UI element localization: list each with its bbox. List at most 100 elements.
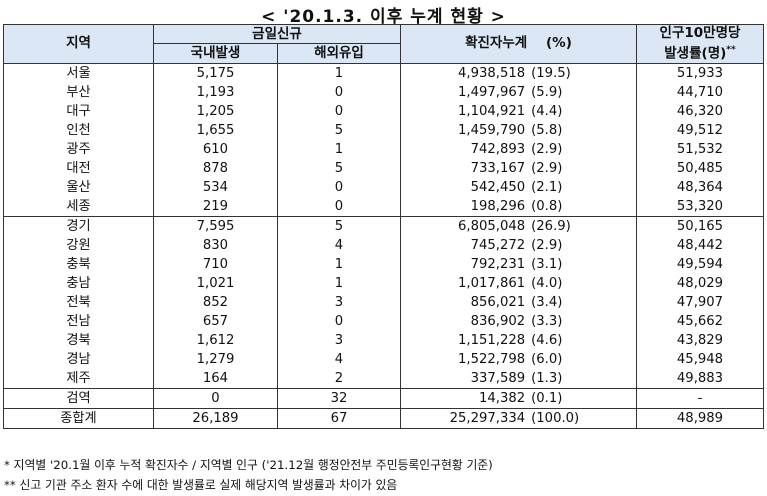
overseas-cell: 0 <box>277 177 401 197</box>
table-row: 서울 5,175 1 4,938,518 (19.5) 51,933 <box>3 62 764 83</box>
region-cell: 경남 <box>3 349 154 369</box>
region-cell: 전북 <box>3 292 154 312</box>
table-row: 울산 534 0 542,450 (2.1) 48,364 <box>3 177 764 197</box>
header-region: 지역 <box>3 24 154 64</box>
rate-cell: 48,364 <box>636 177 764 197</box>
header-per-100k-mark: ** <box>726 45 736 55</box>
region-cell: 충남 <box>3 273 154 293</box>
cumulative-cell: 1,151,228 (4.6) <box>400 330 637 350</box>
header-cumulative-label: 확진자누계 <box>465 35 528 52</box>
percent-value: (5.8) <box>531 122 563 138</box>
table-row: 대전 878 5 733,167 (2.9) 50,485 <box>3 158 764 178</box>
region-cell: 부산 <box>3 82 154 102</box>
overseas-cell: 4 <box>277 349 401 369</box>
percent-value: (26.9) <box>531 218 571 234</box>
domestic-cell: 1,193 <box>153 82 278 102</box>
cumulative-cell: 742,893 (2.9) <box>400 139 637 159</box>
domestic-cell: 1,612 <box>153 330 278 350</box>
rate-cell: 43,829 <box>636 330 764 350</box>
table-row: 경남 1,279 4 1,522,798 (6.0) 45,948 <box>3 349 764 369</box>
cumulative-cell: 733,167 (2.9) <box>400 158 637 178</box>
cumulative-cell: 6,805,048 (26.9) <box>400 215 637 236</box>
rate-cell: 51,933 <box>636 62 764 83</box>
cumulative-value: 1,522,798 <box>458 351 526 367</box>
page-title: < '20.1.3. 이후 누계 현황 > <box>261 7 506 27</box>
overseas-cell: 1 <box>277 62 401 83</box>
table-row: 종합계 26,189 67 25,297,334 (100.0) 48,989 <box>3 407 764 429</box>
overseas-cell: 5 <box>277 215 401 236</box>
cumulative-value: 198,296 <box>470 198 526 214</box>
overseas-cell: 0 <box>277 311 401 331</box>
header-domestic: 국내발생 <box>153 43 278 64</box>
cumulative-value: 1,104,921 <box>458 103 526 119</box>
cumulative-cell: 14,382 (0.1) <box>400 387 637 408</box>
overseas-cell: 2 <box>277 368 401 388</box>
percent-value: (5.9) <box>531 84 563 100</box>
region-cell: 광주 <box>3 139 154 159</box>
rate-cell: 45,662 <box>636 311 764 331</box>
percent-value: (2.9) <box>531 160 563 176</box>
domestic-cell: 7,595 <box>153 215 278 236</box>
rate-cell: - <box>636 387 764 408</box>
header-overseas: 해외유입 <box>277 43 401 64</box>
overseas-cell: 5 <box>277 158 401 178</box>
table-row: 전북 852 3 856,021 (3.4) 47,907 <box>3 292 764 312</box>
percent-value: (4.0) <box>531 275 563 291</box>
domestic-cell: 5,175 <box>153 62 278 83</box>
table-row: 전남 657 0 836,902 (3.3) 45,662 <box>3 311 764 331</box>
rate-cell: 49,883 <box>636 368 764 388</box>
percent-value: (19.5) <box>531 65 571 81</box>
domestic-cell: 830 <box>153 235 278 255</box>
percent-value: (1.3) <box>531 370 563 386</box>
region-cell: 종합계 <box>3 407 154 429</box>
rate-cell: 48,029 <box>636 273 764 293</box>
rate-cell: 50,485 <box>636 158 764 178</box>
cumulative-cell: 1,459,790 (5.8) <box>400 120 637 140</box>
domestic-cell: 26,189 <box>153 407 278 429</box>
region-cell: 서울 <box>3 62 154 83</box>
overseas-cell: 0 <box>277 82 401 102</box>
region-cell: 대구 <box>3 101 154 121</box>
cumulative-cell: 856,021 (3.4) <box>400 292 637 312</box>
cumulative-value: 14,382 <box>478 390 526 406</box>
overseas-cell: 1 <box>277 273 401 293</box>
cumulative-value: 733,167 <box>470 160 526 176</box>
overseas-cell: 0 <box>277 101 401 121</box>
overseas-cell: 4 <box>277 235 401 255</box>
cumulative-value: 836,902 <box>470 313 526 329</box>
rate-cell: 53,320 <box>636 196 764 216</box>
cumulative-value: 1,017,861 <box>458 275 526 291</box>
cumulative-cell: 1,497,967 (5.9) <box>400 82 637 102</box>
region-cell: 경북 <box>3 330 154 350</box>
header-today-new: 금일신규 <box>153 23 401 45</box>
rate-cell: 46,320 <box>636 101 764 121</box>
cumulative-cell: 745,272 (2.9) <box>400 235 637 255</box>
domestic-cell: 710 <box>153 254 278 274</box>
domestic-cell: 1,205 <box>153 101 278 121</box>
cumulative-value: 745,272 <box>470 237 526 253</box>
footnote-1: * 지역별 '20.1월 이후 누적 확진자수 / 지역별 인구 ('21.12… <box>4 458 493 472</box>
percent-value: (4.6) <box>531 332 563 348</box>
cumulative-status-table: 지역 금일신규 확진자누계 (%) 인구10만명당 발생률(명)** 국내발생 … <box>3 23 764 429</box>
percent-value: (0.8) <box>531 198 563 214</box>
region-cell: 제주 <box>3 368 154 388</box>
table-row: 충북 710 1 792,231 (3.1) 49,594 <box>3 254 764 274</box>
region-cell: 전남 <box>3 311 154 331</box>
rate-cell: 47,907 <box>636 292 764 312</box>
overseas-cell: 5 <box>277 120 401 140</box>
domestic-cell: 1,279 <box>153 349 278 369</box>
cumulative-value: 542,450 <box>470 179 526 195</box>
cumulative-cell: 25,297,334 (100.0) <box>400 407 637 429</box>
header-percent-label: (%) <box>546 35 572 52</box>
overseas-cell: 3 <box>277 292 401 312</box>
cumulative-value: 337,589 <box>470 370 526 386</box>
footnote-2: ** 신고 기관 주소 환자 수에 대한 발생률로 실제 해당지역 발생률과 차… <box>4 478 398 492</box>
cumulative-value: 792,231 <box>470 256 526 272</box>
rate-cell: 51,532 <box>636 139 764 159</box>
rate-cell: 48,989 <box>636 407 764 429</box>
cumulative-cell: 1,522,798 (6.0) <box>400 349 637 369</box>
cumulative-value: 6,805,048 <box>458 218 526 234</box>
rate-cell: 45,948 <box>636 349 764 369</box>
table-row: 제주 164 2 337,589 (1.3) 49,883 <box>3 368 764 388</box>
table-row: 경기 7,595 5 6,805,048 (26.9) 50,165 <box>3 215 764 236</box>
